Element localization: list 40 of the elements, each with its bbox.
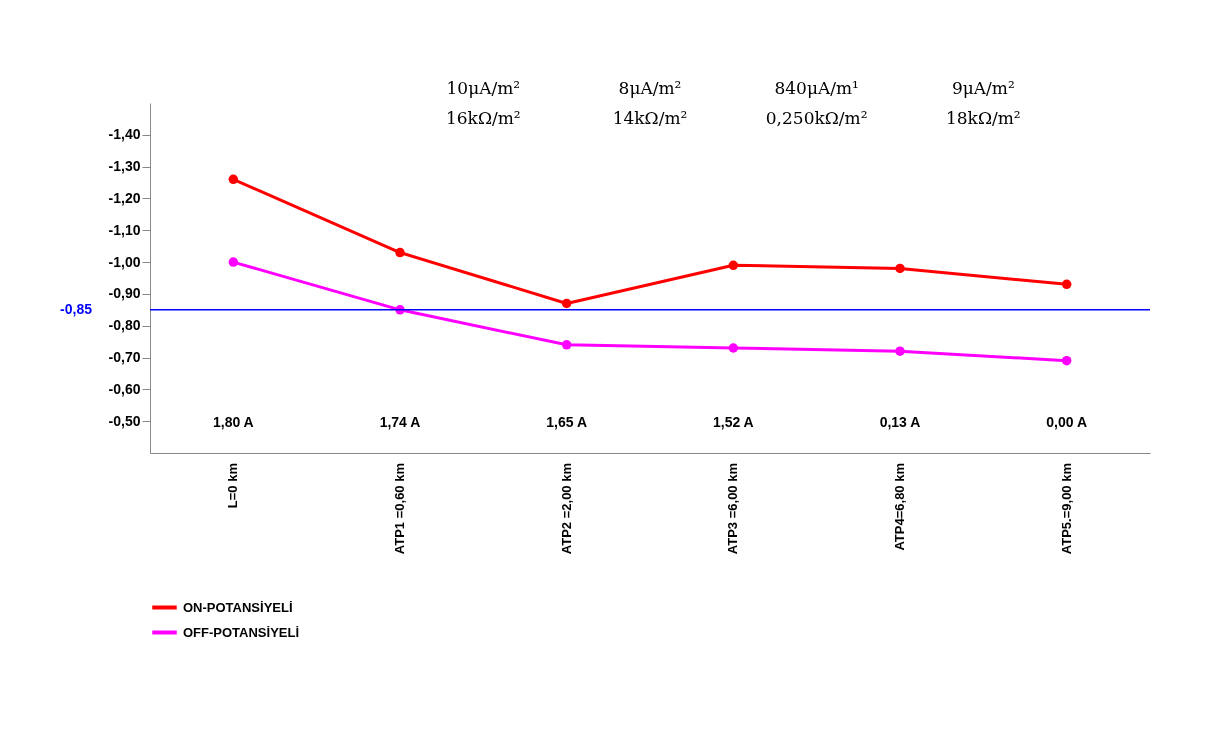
y-tick-label: -1,30 xyxy=(108,158,141,175)
point xyxy=(395,247,405,258)
point xyxy=(228,257,239,267)
annotation: 0,13 A xyxy=(879,414,921,430)
legend-label: OFF-POTANSİYELİ xyxy=(183,624,300,640)
y-tick-label: -0,90 xyxy=(108,285,141,302)
annotation: 840μA/m¹ 0,250kΩ/m² xyxy=(765,78,868,128)
point xyxy=(728,260,739,271)
annotation: 9μA/m² 18kΩ/m² xyxy=(945,78,1021,128)
point xyxy=(561,340,572,350)
x-tick-label: L=0 km xyxy=(225,463,241,509)
point xyxy=(561,298,572,309)
point xyxy=(228,174,239,185)
annotation: 1,74 A xyxy=(379,414,421,430)
annotation: 1,65 A xyxy=(546,414,588,430)
y-tick-label: -1,00 xyxy=(108,253,141,270)
y-tick-label: -1,20 xyxy=(108,189,141,206)
y-tick-label: -1,40 xyxy=(108,126,141,143)
x-tick-label: ATP1 =0,60 km xyxy=(392,463,407,555)
y-tick-label: -0,80 xyxy=(108,317,141,334)
annotation: 8μA/m² 14kΩ/m² xyxy=(612,78,688,128)
ref-line-label: -0,85 xyxy=(60,300,93,317)
x-tick-label: ATP2 =2,00 km xyxy=(558,463,574,555)
annotation: 10μA/m² 16kΩ/m² xyxy=(445,78,521,128)
point xyxy=(895,346,905,356)
y-tick-label: -0,60 xyxy=(108,380,141,397)
y-tick-label: -0,70 xyxy=(108,349,141,366)
point xyxy=(1061,279,1072,290)
annotation: 0,00 A xyxy=(1046,414,1088,430)
annotation: 1,80 A xyxy=(212,414,254,430)
x-tick-label: ATP5.=9,00 km xyxy=(1058,463,1074,555)
x-tick-label: ATP4=6,80 km xyxy=(892,463,907,551)
point xyxy=(1061,355,1072,366)
point xyxy=(728,343,739,353)
point xyxy=(895,263,905,274)
y-tick-label: -1,10 xyxy=(108,221,141,238)
annotation: 1,52 A xyxy=(712,414,754,430)
y-tick-label: -0,50 xyxy=(108,412,141,429)
legend-label: ON-POTANSİYELİ xyxy=(183,599,293,615)
x-tick-label: ATP3 =6,00 km xyxy=(725,463,741,555)
